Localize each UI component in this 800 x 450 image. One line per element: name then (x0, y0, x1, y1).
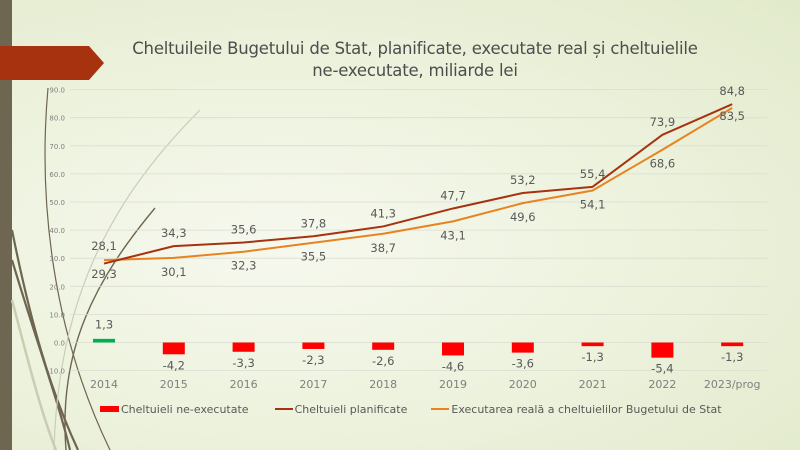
legend-swatch-line (431, 408, 450, 410)
bar-data-label: -1,3 (581, 350, 603, 364)
bar-unexecuted (162, 342, 185, 355)
bar-unexecuted (372, 342, 395, 350)
planned-data-label: 55,4 (580, 167, 606, 181)
x-tick-label: 2017 (299, 378, 327, 391)
legend-label: Cheltuieli planificate (294, 402, 408, 416)
y-tick-label: 60.0 (49, 171, 65, 179)
legend-item-executed: Executarea reală a cheltuielilor Bugetul… (431, 402, 722, 416)
executed-data-label: 38,7 (370, 241, 396, 255)
legend-item-unexecuted: Cheltuieli ne-executate (100, 403, 249, 416)
y-tick-label: 70.0 (49, 143, 65, 151)
planned-data-label: 41,3 (370, 206, 396, 220)
decorative-stripe (0, 0, 12, 450)
executed-data-label: 54,1 (580, 197, 606, 211)
bar-unexecuted (511, 342, 534, 353)
y-tick-label: 90.0 (49, 87, 65, 95)
bar-data-label: -5,4 (651, 362, 673, 376)
bar-unexecuted (721, 342, 744, 347)
bar-unexecuted (581, 342, 604, 347)
title-banner-arrow (0, 46, 104, 80)
bar-data-label: -1,3 (721, 350, 743, 364)
planned-data-label: 35,6 (231, 222, 257, 236)
legend-swatch-bar (100, 406, 119, 412)
executed-data-label: 35,5 (301, 250, 327, 264)
line-executed (103, 107, 733, 262)
planned-data-label: 53,2 (510, 173, 536, 187)
planned-data-label: 28,1 (91, 239, 117, 253)
x-tick-label: 2019 (439, 378, 467, 391)
chart-legend: Cheltuieli ne-executate Cheltuieli plani… (100, 399, 800, 419)
planned-data-label: 47,7 (440, 188, 466, 202)
planned-data-label: 34,3 (161, 226, 187, 240)
y-tick-label: -10.0 (47, 368, 65, 376)
x-tick-label: 2021 (579, 378, 607, 391)
bar-data-label: -4,2 (163, 358, 185, 372)
executed-data-label: 29,3 (91, 267, 117, 281)
x-tick-label: 2016 (230, 378, 258, 391)
y-tick-label: 50.0 (49, 199, 65, 207)
bar-unexecuted (232, 342, 255, 352)
executed-data-label: 32,3 (231, 259, 257, 273)
x-tick-label: 2023/prog (704, 378, 761, 391)
bar-data-label: -4,6 (442, 359, 464, 373)
bar-data-label: -3,3 (232, 356, 254, 370)
executed-data-label: 43,1 (440, 228, 466, 242)
bar-data-label: 1,3 (95, 318, 113, 332)
bar-unexecuted (302, 342, 325, 349)
y-tick-label: 20.0 (49, 283, 65, 291)
bar-data-label: -2,6 (372, 354, 394, 368)
chart-title-line-1: Cheltuileile Bugetului de Stat, planific… (132, 39, 698, 58)
y-tick-label: 30.0 (49, 255, 65, 263)
line-planned (103, 103, 733, 265)
legend-item-planned: Cheltuieli planificate (274, 402, 408, 416)
bar-unexecuted (93, 338, 115, 343)
bar-unexecuted (442, 342, 464, 356)
chart-title: Cheltuileile Bugetului de Stat, planific… (110, 38, 720, 82)
executed-data-label: 30,1 (161, 265, 187, 279)
legend-label: Executarea reală a cheltuielilor Bugetul… (451, 402, 722, 416)
legend-swatch-line (274, 408, 293, 410)
planned-data-label: 84,8 (719, 84, 745, 98)
y-tick-label: 40.0 (49, 227, 65, 235)
planned-data-label: 37,8 (301, 216, 327, 230)
chart-title-line-2: ne-executate, miliarde lei (312, 61, 518, 80)
y-tick-label: 80.0 (49, 115, 65, 123)
y-tick-label: 0.0 (54, 340, 65, 348)
executed-data-label: 68,6 (650, 157, 676, 171)
bar-data-label: -2,3 (302, 353, 324, 367)
x-tick-label: 2018 (369, 378, 397, 391)
planned-data-label: 73,9 (650, 115, 676, 129)
x-tick-label: 2014 (90, 378, 118, 391)
bar-data-label: -3,6 (512, 357, 534, 371)
x-tick-label: 2015 (160, 378, 188, 391)
bar-unexecuted (651, 342, 674, 358)
y-tick-label: 10.0 (49, 311, 65, 319)
executed-data-label: 49,6 (510, 210, 536, 224)
x-tick-label: 2020 (509, 378, 537, 391)
executed-data-label: 83,5 (719, 109, 745, 123)
legend-label: Cheltuieli ne-executate (121, 402, 249, 416)
x-tick-label: 2022 (648, 378, 676, 391)
